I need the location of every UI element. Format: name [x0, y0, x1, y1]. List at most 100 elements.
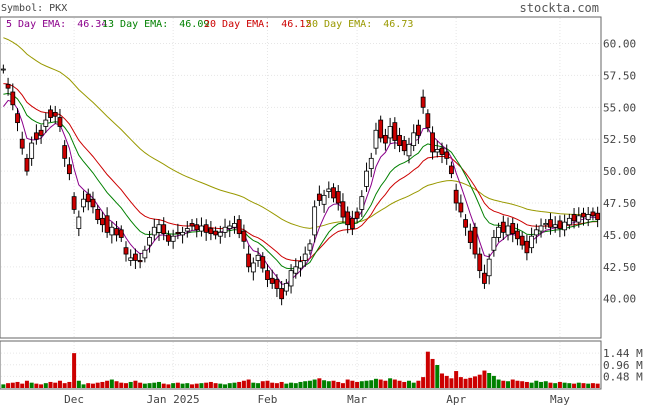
candle-body — [368, 157, 374, 169]
candle-body — [595, 212, 601, 221]
volume-bar — [76, 380, 81, 388]
volume-panel-frame — [0, 340, 602, 390]
candle — [345, 206, 351, 234]
volume-bar — [506, 381, 511, 388]
price-axis: 60.00 57.50 55.00 52.50 50.00 47.50 45.00 42.50… — [603, 38, 636, 306]
candle-body — [246, 253, 252, 268]
candle-body — [449, 165, 454, 175]
candle — [449, 161, 454, 179]
date-tick-label: Mar — [347, 393, 367, 406]
candle-body — [10, 91, 16, 106]
candle-body — [321, 194, 327, 205]
candle-body — [477, 253, 483, 272]
candle — [401, 136, 407, 156]
volume-bar — [581, 383, 586, 388]
candle-body — [590, 211, 596, 217]
candle — [430, 126, 435, 160]
volume-bar — [293, 383, 298, 388]
candle — [349, 210, 355, 236]
volume-bar — [515, 380, 520, 388]
candle-body — [548, 219, 553, 228]
symbol-label: Symbol: PKX — [1, 3, 67, 14]
candle-body — [166, 234, 171, 242]
volume-bar — [190, 384, 195, 388]
candle-body — [184, 228, 190, 232]
candle — [585, 206, 591, 227]
price-tick-label: 60.00 — [603, 38, 636, 51]
volume-bar — [114, 381, 119, 388]
candle — [444, 144, 450, 165]
volume-bar — [449, 378, 454, 388]
volume-bar — [355, 381, 360, 388]
candle-body — [203, 224, 209, 233]
ema20-legend: 20 Day EMA: 46.12 — [204, 19, 311, 30]
candle-body — [118, 229, 124, 238]
candle — [510, 217, 516, 243]
volume-bar — [53, 382, 58, 388]
volume-bar — [317, 378, 322, 388]
candle — [232, 215, 237, 234]
ema5-legend: 5 Day EMA: 46.34 — [6, 19, 107, 30]
volume-bar — [303, 381, 308, 388]
candle — [279, 280, 285, 306]
volume-bar — [251, 382, 256, 388]
volume-bar — [572, 383, 577, 388]
candle — [33, 124, 39, 145]
price-tick-label: 55.00 — [603, 101, 636, 114]
candle — [453, 183, 459, 211]
volume-bar — [430, 358, 435, 388]
candle-body — [585, 214, 591, 221]
candle — [241, 224, 247, 249]
candle — [571, 207, 577, 229]
candle — [213, 226, 219, 240]
price-tick-label: 40.00 — [603, 293, 636, 306]
candle-body — [38, 129, 44, 136]
candle — [529, 227, 535, 254]
volume-bar — [260, 381, 265, 388]
candle — [265, 264, 270, 288]
candle — [354, 207, 360, 223]
candle-body — [62, 145, 68, 159]
candle-body — [293, 266, 299, 274]
volume-bar — [237, 381, 242, 388]
candle-body — [524, 240, 530, 254]
candle-body — [392, 122, 398, 141]
candle-body — [66, 164, 72, 175]
volume-bar — [350, 380, 355, 388]
candle — [505, 217, 511, 241]
candle — [538, 218, 544, 238]
volume-bar — [213, 383, 218, 388]
volume-bar — [157, 381, 162, 388]
candle — [5, 77, 11, 96]
volume-bar — [67, 381, 72, 388]
candlesticks — [0, 64, 601, 306]
candle — [458, 194, 464, 218]
candle — [496, 222, 501, 242]
candle — [562, 214, 568, 237]
candle-body — [316, 193, 322, 201]
volume-bar — [133, 380, 138, 388]
candle — [543, 218, 549, 230]
volume-bar — [383, 380, 388, 388]
volume-bar — [397, 380, 402, 388]
candle — [194, 218, 200, 238]
volume-bar — [562, 382, 567, 388]
price-tick-label: 45.00 — [603, 229, 636, 242]
candle-body — [335, 191, 341, 204]
ema5-legend-value: 46.34 — [77, 19, 107, 30]
candle-body — [227, 225, 233, 229]
volume-bar — [529, 382, 534, 388]
volume-bar — [29, 382, 34, 388]
candle-body — [43, 119, 49, 127]
candle — [151, 218, 157, 241]
candle-body — [411, 132, 417, 146]
volume-bar — [152, 382, 157, 388]
volume-bar — [421, 377, 426, 388]
candle-body — [515, 230, 520, 240]
volume-bar — [227, 383, 232, 388]
volume-bar — [279, 381, 284, 388]
grid — [1, 18, 600, 388]
candle — [463, 214, 468, 236]
volume-bar — [590, 383, 595, 388]
candle-body — [147, 237, 152, 246]
